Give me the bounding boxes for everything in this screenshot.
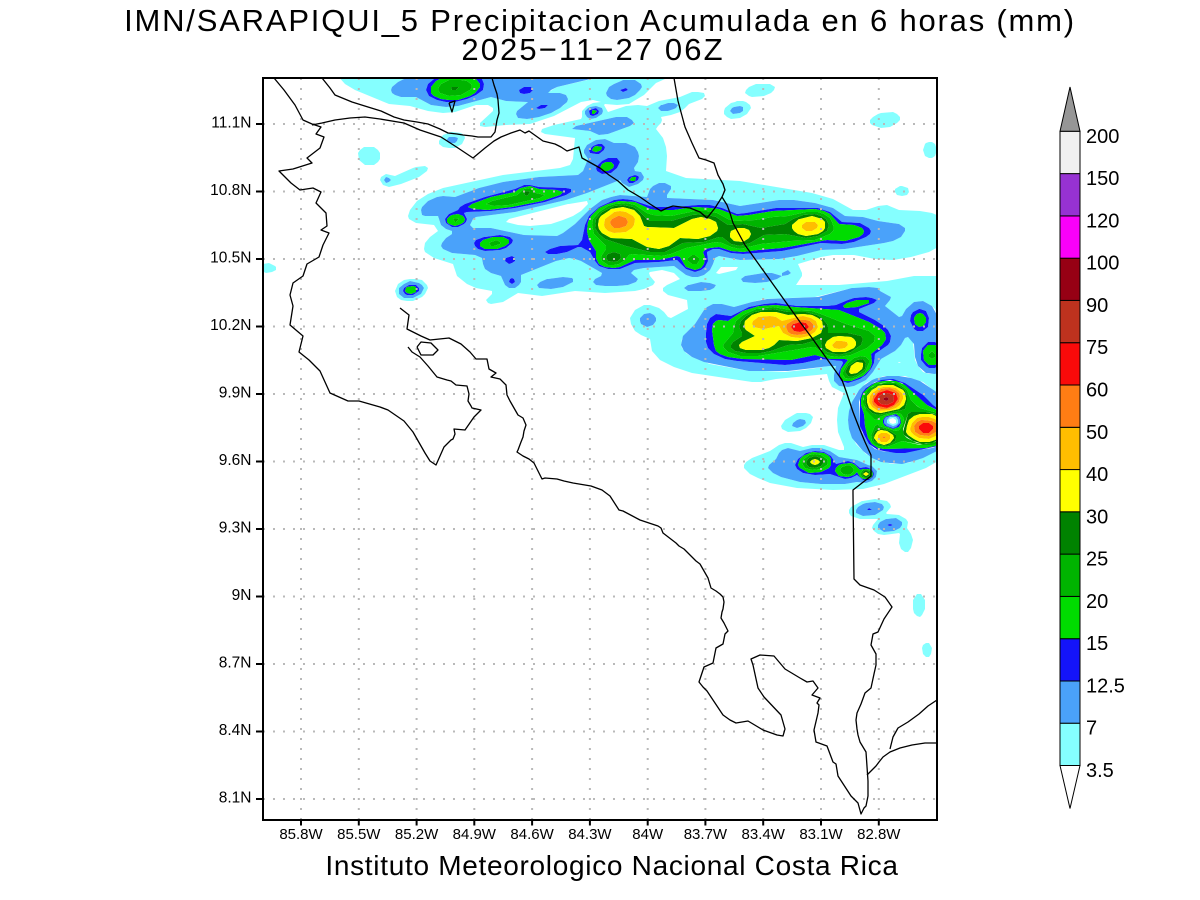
- svg-text:82.8W: 82.8W: [857, 826, 901, 843]
- svg-text:IMN/SARAPIQUI_5 Precipitacion: IMN/SARAPIQUI_5 Precipitacion Acumulada …: [124, 3, 1076, 38]
- svg-text:10.8N: 10.8N: [210, 182, 251, 199]
- svg-text:83.4W: 83.4W: [742, 826, 786, 843]
- svg-text:12.5: 12.5: [1086, 675, 1125, 697]
- svg-text:25: 25: [1086, 549, 1108, 571]
- svg-text:75: 75: [1086, 337, 1108, 359]
- svg-text:150: 150: [1086, 168, 1119, 190]
- svg-text:8.4N: 8.4N: [219, 722, 252, 739]
- svg-text:9N: 9N: [232, 587, 252, 604]
- svg-text:100: 100: [1086, 253, 1119, 275]
- svg-text:120: 120: [1086, 210, 1119, 232]
- svg-text:11.1N: 11.1N: [211, 114, 251, 131]
- svg-text:200: 200: [1086, 126, 1119, 148]
- svg-text:7: 7: [1086, 718, 1097, 740]
- svg-text:40: 40: [1086, 464, 1108, 486]
- svg-text:20: 20: [1086, 591, 1108, 613]
- svg-text:83.7W: 83.7W: [684, 826, 728, 843]
- svg-text:10.2N: 10.2N: [210, 317, 251, 334]
- svg-text:83.1W: 83.1W: [799, 826, 843, 843]
- svg-text:9.3N: 9.3N: [219, 519, 252, 536]
- svg-text:8.1N: 8.1N: [219, 789, 252, 806]
- svg-text:90: 90: [1086, 295, 1108, 317]
- svg-text:85.2W: 85.2W: [395, 826, 439, 843]
- svg-text:3.5: 3.5: [1086, 760, 1114, 782]
- svg-text:50: 50: [1086, 422, 1108, 444]
- svg-text:8.7N: 8.7N: [219, 654, 252, 671]
- svg-text:15: 15: [1086, 633, 1108, 655]
- svg-text:84.9W: 84.9W: [453, 826, 497, 843]
- svg-text:85.5W: 85.5W: [337, 826, 381, 843]
- svg-text:84W: 84W: [632, 826, 664, 843]
- svg-text:9.9N: 9.9N: [219, 384, 252, 401]
- svg-text:84.3W: 84.3W: [568, 826, 612, 843]
- svg-text:2025−11−27 06Z: 2025−11−27 06Z: [461, 32, 724, 67]
- svg-text:60: 60: [1086, 380, 1108, 402]
- svg-text:84.6W: 84.6W: [510, 826, 554, 843]
- svg-text:9.6N: 9.6N: [219, 452, 252, 469]
- svg-text:30: 30: [1086, 506, 1108, 528]
- svg-text:10.5N: 10.5N: [210, 249, 251, 266]
- svg-text:85.8W: 85.8W: [279, 826, 323, 843]
- svg-text:Instituto Meteorologico Nacion: Instituto Meteorologico Nacional Costa R…: [325, 850, 898, 881]
